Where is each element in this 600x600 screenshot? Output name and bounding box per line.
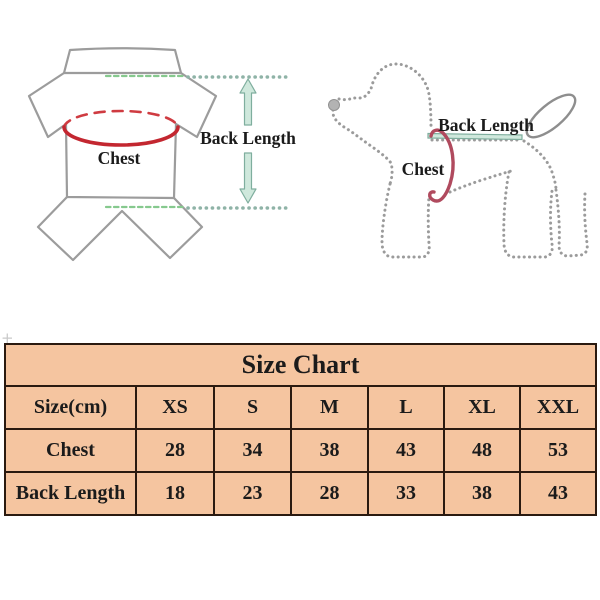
table-row-chest: Chest 28 34 38 43 48 53 <box>4 428 598 473</box>
table-cell: 48 <box>443 428 521 473</box>
table-cell: 28 <box>290 471 369 516</box>
garment-measure-lines <box>104 74 291 210</box>
garment-right-sleeve <box>174 71 218 139</box>
size-chart-title: Size Chart <box>3 343 598 387</box>
dog-tail <box>525 93 577 139</box>
row-label-chest: Chest <box>4 428 137 473</box>
dog-diagram <box>331 62 589 259</box>
table-cell: 43 <box>367 428 445 473</box>
dog-nose <box>328 99 340 111</box>
column-header-xl: XL <box>443 385 521 430</box>
chest-ellipse-dashed-top <box>62 109 180 130</box>
dog-far-rear-leg <box>554 188 589 258</box>
garment-collar <box>62 47 183 75</box>
dog-chest-arc <box>428 128 455 203</box>
garment-chest-ellipse <box>62 109 180 147</box>
dog-neck-outline <box>331 108 394 186</box>
table-cell: 38 <box>290 428 369 473</box>
garment-back-length-label: Back Length <box>200 128 296 148</box>
dog-back-length-line <box>427 132 523 141</box>
garment-diagram <box>27 47 218 262</box>
garment-chest-label: Chest <box>98 148 141 168</box>
table-cell: 18 <box>135 471 215 516</box>
table-cell: 23 <box>213 471 292 516</box>
column-header-size: Size(cm) <box>4 385 137 430</box>
back-length-arrow <box>239 78 257 204</box>
table-cell: 43 <box>518 471 598 516</box>
table-title-row: Size Chart <box>3 343 598 387</box>
table-header-row: Size(cm) XS S M L XL XXL <box>4 385 598 430</box>
row-label-back-length: Back Length <box>4 471 137 516</box>
table-cell: 38 <box>443 471 521 516</box>
garment-body <box>64 122 178 200</box>
column-header-xs: XS <box>135 385 215 430</box>
table-cell: 33 <box>367 471 445 516</box>
dog-head-outline <box>337 62 433 130</box>
dog-rear-leg <box>502 170 554 259</box>
dog-chest-label: Chest <box>402 159 445 179</box>
column-header-m: M <box>290 385 369 430</box>
table-cell: 28 <box>135 428 215 473</box>
garment-leg-flaps <box>36 195 204 262</box>
table-cell: 34 <box>213 428 292 473</box>
column-header-s: S <box>213 385 292 430</box>
dog-front-leg <box>380 182 431 259</box>
column-header-l: L <box>367 385 445 430</box>
crop-mark: + <box>1 329 14 347</box>
dog-rump-outline <box>522 139 558 192</box>
table-cell: 53 <box>518 428 598 473</box>
chest-ellipse-solid-bottom <box>62 125 180 147</box>
back-length-arrow-down <box>239 152 257 204</box>
dog-belly-outline <box>448 169 513 194</box>
dog-back-length-label: Back Length <box>438 115 534 135</box>
garment-left-sleeve <box>27 71 68 139</box>
column-header-xxl: XXL <box>518 385 598 430</box>
table-row-back-length: Back Length 18 23 28 33 38 43 <box>4 471 598 516</box>
size-chart-table: Size Chart Size(cm) XS S M L XL XXL Ches… <box>3 343 598 516</box>
measurement-diagrams: Chest Back Length <box>27 47 589 262</box>
back-length-arrow-up <box>239 78 257 126</box>
